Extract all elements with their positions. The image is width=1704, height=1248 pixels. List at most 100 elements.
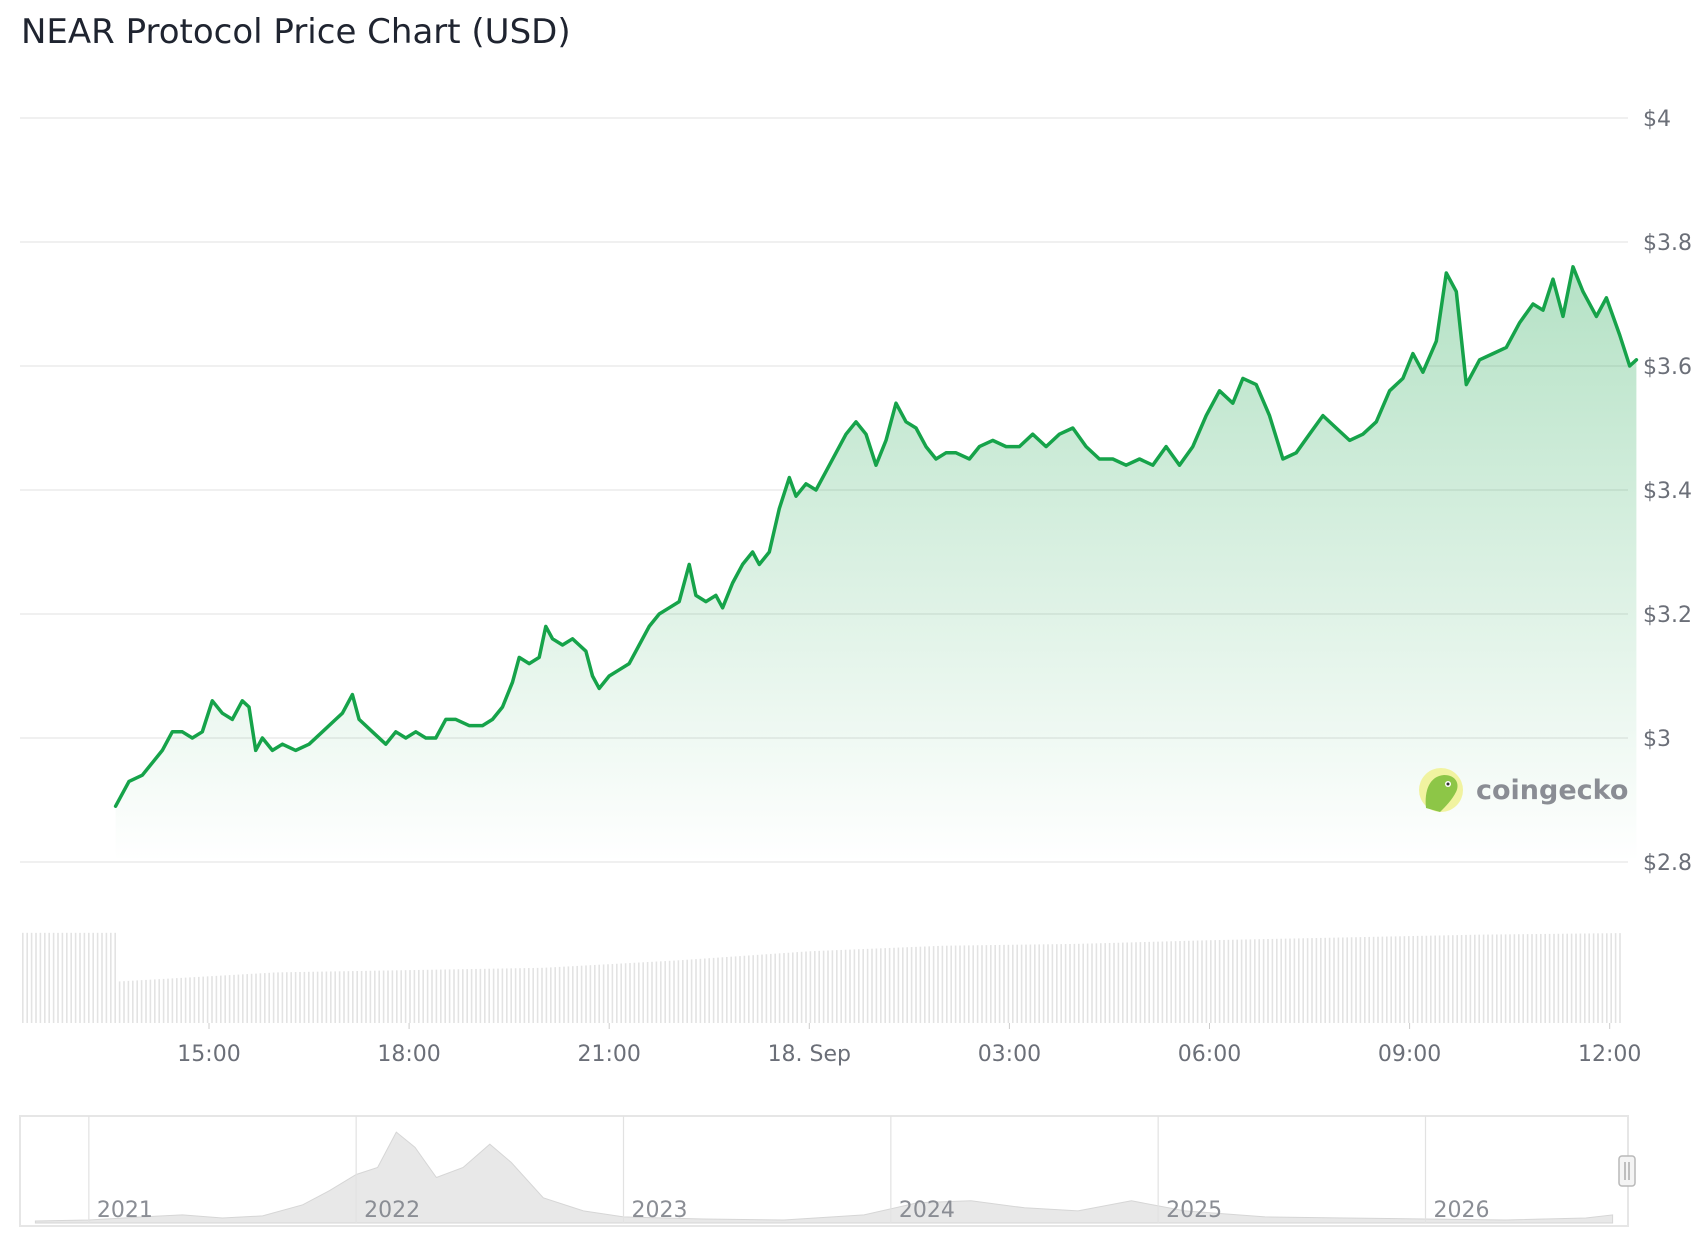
volume-bar (774, 953, 776, 1023)
volume-bar (1535, 934, 1538, 1023)
volume-bar (369, 970, 372, 1023)
navigator-history (34, 1131, 1614, 1224)
volume-bar (1117, 942, 1120, 1023)
volume-bar (224, 975, 226, 1023)
volume-bar (765, 954, 768, 1023)
volume-bar (708, 958, 710, 1023)
volume-bar (844, 949, 847, 1023)
volume-bar (387, 970, 389, 1023)
volume-bar (884, 948, 886, 1023)
volume-bar (1258, 939, 1260, 1023)
volume-bar (1302, 938, 1304, 1023)
volume-bar (1126, 942, 1128, 1023)
volume-bar (1522, 934, 1524, 1023)
volume-bar (501, 968, 504, 1023)
volume-bar (853, 949, 856, 1023)
volume-bar (1148, 941, 1150, 1023)
volume-bar (39, 932, 42, 1023)
volume-bar (1575, 933, 1577, 1023)
volume-bar (193, 977, 196, 1023)
volume-bar (440, 969, 442, 1023)
volume-bar (48, 932, 50, 1023)
volume-bar (435, 969, 438, 1023)
volume-bar (466, 969, 468, 1023)
volume-bar (1236, 939, 1238, 1023)
volume-bar (858, 949, 860, 1023)
price-line[interactable] (113, 265, 1639, 808)
volume-bar (712, 957, 715, 1023)
volume-bar (1069, 943, 1071, 1023)
volume-bar (893, 947, 895, 1023)
volume-bar (1386, 936, 1388, 1023)
volume-bar (994, 945, 996, 1023)
volume-bar (717, 957, 719, 1023)
volume-bar (1188, 940, 1190, 1023)
volume-bar (303, 971, 306, 1023)
volume-bar (633, 962, 636, 1023)
volume-bar (594, 964, 596, 1023)
volume-bar (1328, 937, 1331, 1023)
volume-bar (1579, 933, 1582, 1023)
navigator-handle[interactable] (1618, 1155, 1636, 1187)
x-tick-label: 18:00 (377, 1042, 440, 1067)
volume-bar (1460, 935, 1463, 1023)
volume-bar (602, 964, 605, 1023)
volume-bar (1425, 935, 1428, 1023)
volume-bar (70, 932, 72, 1023)
volume-bar (743, 955, 746, 1023)
volume-bar (1614, 933, 1617, 1023)
volume-bar (629, 963, 631, 1023)
volume-bar (1482, 934, 1485, 1023)
volume-bar (536, 967, 539, 1023)
volume-bar (1227, 939, 1230, 1023)
volume-bar (1399, 936, 1401, 1023)
volume-bar (1064, 944, 1067, 1023)
volume-bar (418, 969, 420, 1023)
volume-bar (1078, 943, 1080, 1023)
volume-bar (805, 951, 807, 1023)
volume-bar (422, 969, 424, 1023)
chart-title: NEAR Protocol Price Chart (USD) (21, 12, 571, 52)
volume-bar (1047, 944, 1049, 1023)
volume-bar (589, 965, 592, 1023)
volume-bar (1469, 934, 1472, 1023)
volume-bar (695, 959, 697, 1023)
volume-bar (1056, 944, 1058, 1023)
volume-bar (1271, 938, 1274, 1023)
volume-bar (448, 969, 451, 1023)
volume-bar (941, 945, 944, 1023)
volume-bar (1293, 938, 1296, 1023)
volume-bar (497, 968, 499, 1023)
volume-bar (1531, 934, 1533, 1023)
volume-bar (963, 945, 966, 1023)
volume-bar (792, 952, 794, 1023)
volume-bar (444, 969, 446, 1023)
volume-bar (1210, 940, 1212, 1023)
range-navigator[interactable]: 2021 2022 2023 2024 2025 2026 (19, 1115, 1636, 1227)
volume-bar (189, 977, 191, 1023)
volume-bar (1284, 938, 1287, 1023)
volume-bar (52, 932, 55, 1023)
y-tick-label: $3.6 (1643, 355, 1692, 380)
volume-bar (118, 981, 121, 1023)
volume-bar (1509, 934, 1511, 1023)
volume-bar (242, 974, 244, 1023)
volume-bar (110, 932, 112, 1023)
coingecko-watermark: coingecko (1419, 768, 1628, 812)
x-tick-label: 18. Sep (768, 1042, 851, 1067)
volume-bar (264, 973, 266, 1023)
volume-bar (202, 976, 204, 1023)
volume-bar (1042, 944, 1045, 1023)
volume-bar (827, 950, 829, 1023)
volume-bar (1267, 939, 1269, 1023)
volume-bar (761, 954, 763, 1023)
volume-bar (409, 970, 411, 1023)
volume-bar (57, 932, 59, 1023)
volume-bar (607, 964, 609, 1023)
volume-bar (616, 963, 618, 1023)
volume-bar (1350, 937, 1353, 1023)
volume-bar (976, 945, 979, 1023)
volume-bar (624, 963, 627, 1023)
volume-bar (572, 966, 574, 1023)
